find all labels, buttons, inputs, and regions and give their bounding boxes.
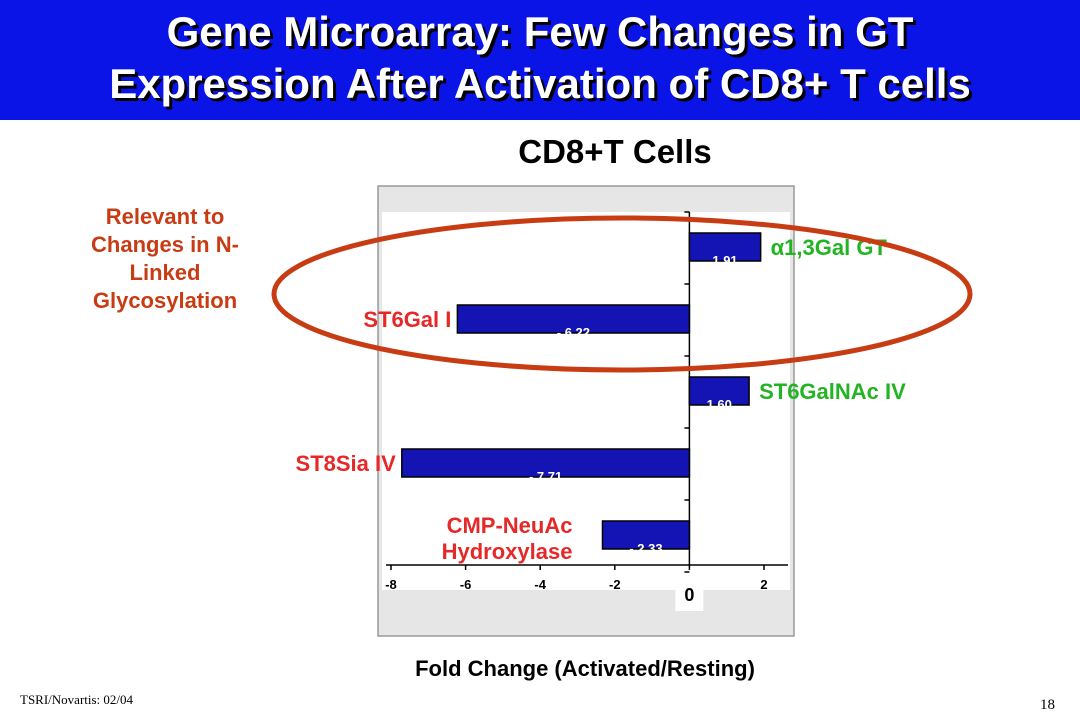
bar <box>601 520 691 550</box>
bar-value-label: 1.60 <box>707 397 732 412</box>
x-zero-label: 0 <box>684 585 694 605</box>
highlight-ellipse <box>271 215 973 373</box>
footer-credit: TSRI/Novartis: 02/04 <box>20 692 134 707</box>
bar <box>688 376 750 406</box>
bar-value-label: - 7.71 <box>529 469 562 484</box>
page-number: 18 <box>1040 697 1055 713</box>
category-label: ST6Gal I <box>363 307 451 332</box>
bar <box>688 232 762 262</box>
bar-value-label: - 6.22 <box>557 325 590 340</box>
x-tick-label: -4 <box>534 577 546 592</box>
x-tick-label: -8 <box>385 577 397 592</box>
x-tick-label: 2 <box>760 577 767 592</box>
category-label: Hydroxylase <box>442 539 573 564</box>
category-label: ST8Sia IV <box>296 451 397 476</box>
bar <box>456 304 691 334</box>
relevant-note: Relevant to Changes in N-Linked Glycosyl… <box>91 204 239 313</box>
title-bar: Gene Microarray: Few Changes in GT Expre… <box>0 0 1080 120</box>
bar <box>401 448 691 478</box>
bar-value-label: - 2.33 <box>629 541 662 556</box>
zero-label-box <box>675 575 704 611</box>
category-label: CMP-NeuAc <box>447 513 573 538</box>
slide-title-line-1: Gene Microarray: Few Changes in GT <box>166 8 914 55</box>
slide-title-line-2: Expression After Activation of CD8+ T ce… <box>109 60 971 107</box>
bar-value-label: 1.91 <box>712 253 737 268</box>
x-axis-label: Fold Change (Activated/Resting) <box>415 656 755 681</box>
chart-title: CD8+T Cells <box>518 133 712 170</box>
x-tick-label: -6 <box>460 577 472 592</box>
category-label: ST6GalNAc IV <box>759 379 906 404</box>
x-tick-label: -2 <box>609 577 621 592</box>
